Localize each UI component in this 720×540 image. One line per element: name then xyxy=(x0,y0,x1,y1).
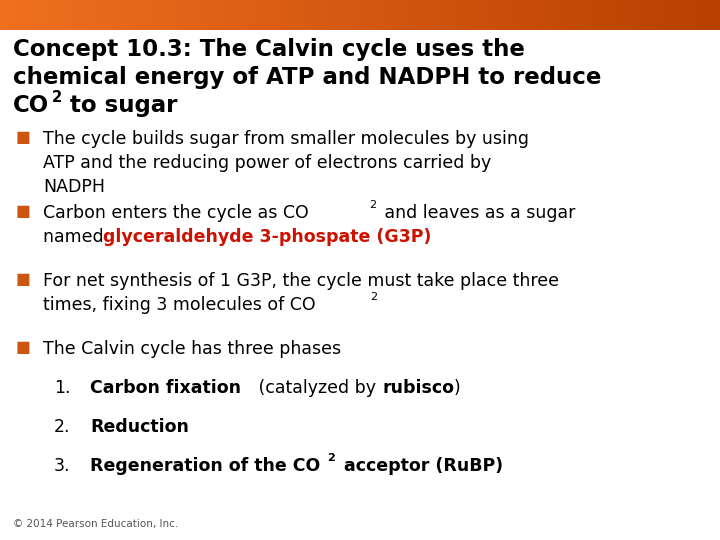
Text: 3.: 3. xyxy=(54,457,71,475)
Text: For net synthesis of 1 G3P, the cycle must take place three: For net synthesis of 1 G3P, the cycle mu… xyxy=(43,272,559,290)
Text: Concept 10.3: The Calvin cycle uses the: Concept 10.3: The Calvin cycle uses the xyxy=(13,38,525,61)
Text: ■: ■ xyxy=(16,340,30,355)
Text: ■: ■ xyxy=(16,204,30,219)
Text: chemical energy of ATP and NADPH to reduce: chemical energy of ATP and NADPH to redu… xyxy=(13,66,601,89)
Text: (catalyzed by: (catalyzed by xyxy=(253,379,381,397)
Text: ■: ■ xyxy=(16,130,30,145)
Text: The Calvin cycle has three phases: The Calvin cycle has three phases xyxy=(43,340,341,358)
Text: The cycle builds sugar from smaller molecules by using: The cycle builds sugar from smaller mole… xyxy=(43,130,529,148)
Text: 2: 2 xyxy=(370,292,377,302)
Text: named: named xyxy=(43,228,109,246)
Text: 2: 2 xyxy=(328,453,336,463)
Text: and leaves as a sugar: and leaves as a sugar xyxy=(379,204,576,222)
Text: © 2014 Pearson Education, Inc.: © 2014 Pearson Education, Inc. xyxy=(13,519,179,529)
Text: to sugar: to sugar xyxy=(62,94,177,117)
Text: Regeneration of the CO: Regeneration of the CO xyxy=(90,457,320,475)
Text: ): ) xyxy=(454,379,460,397)
Text: glyceraldehyde 3-phospate (G3P): glyceraldehyde 3-phospate (G3P) xyxy=(103,228,431,246)
Text: NADPH: NADPH xyxy=(43,178,105,195)
Text: acceptor (RuBP): acceptor (RuBP) xyxy=(338,457,503,475)
Text: 2: 2 xyxy=(52,90,62,105)
Text: 1.: 1. xyxy=(54,379,71,397)
Text: Reduction: Reduction xyxy=(90,418,189,436)
Text: rubisco: rubisco xyxy=(382,379,454,397)
Text: Carbon enters the cycle as CO: Carbon enters the cycle as CO xyxy=(43,204,309,222)
Text: ■: ■ xyxy=(16,272,30,287)
Text: Carbon fixation: Carbon fixation xyxy=(90,379,241,397)
Text: 2.: 2. xyxy=(54,418,71,436)
Text: ATP and the reducing power of electrons carried by: ATP and the reducing power of electrons … xyxy=(43,154,492,172)
Text: times, fixing 3 molecules of CO: times, fixing 3 molecules of CO xyxy=(43,296,316,314)
Text: 2: 2 xyxy=(369,200,377,210)
Text: CO: CO xyxy=(13,94,49,117)
